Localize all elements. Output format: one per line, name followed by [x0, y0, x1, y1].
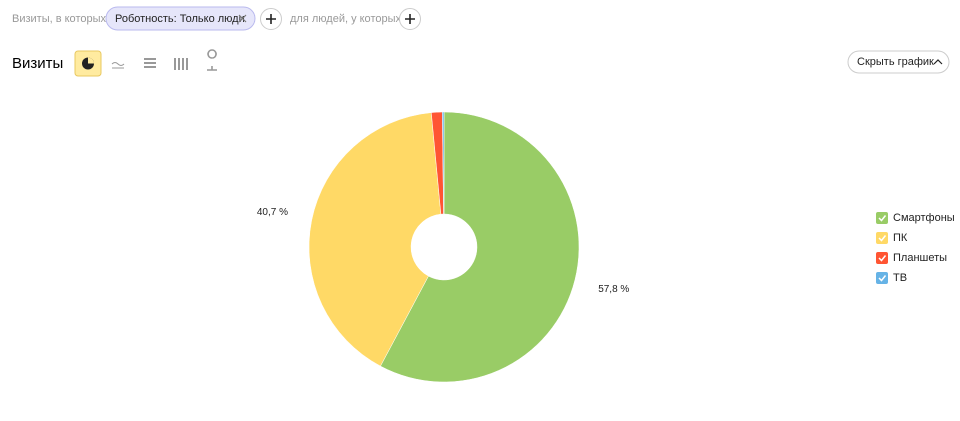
legend-item[interactable]: Смартфоны: [876, 212, 955, 224]
legend-item[interactable]: Планшеты: [876, 252, 947, 264]
legend-check: [878, 255, 887, 262]
chart-type-area[interactable]: [144, 58, 156, 68]
legend-check: [878, 215, 887, 222]
legend-item[interactable]: ПК: [876, 232, 908, 244]
filter-suffix: для людей, у которых: [290, 13, 401, 25]
chart-type-bar[interactable]: [174, 58, 188, 70]
legend-check: [878, 235, 887, 242]
chart-type-map[interactable]: [207, 49, 217, 71]
legend-checkbox: [876, 212, 888, 224]
slice-label: 40,7 %: [257, 207, 288, 218]
pie-chart: 57,8 % 40,7 % Смартфоны ПК Планшеты ТВ: [257, 111, 955, 383]
chip-close[interactable]: [238, 14, 247, 23]
chip-bg: [105, 6, 256, 31]
filter-prefix: Визиты, в которых: [12, 13, 106, 25]
legend-checkbox: [876, 272, 888, 284]
legend-label: ПК: [893, 232, 908, 244]
legend-checkbox: [876, 252, 888, 264]
legend-check: [878, 275, 887, 282]
chart-type-pie[interactable]: [74, 50, 102, 77]
filter-chip[interactable]: Роботность: Только люди: [105, 6, 256, 31]
legend-label: Смартфоны: [893, 212, 955, 224]
chart-type-line[interactable]: [111, 62, 125, 69]
slice-label: 57,8 %: [598, 284, 629, 295]
add-filter-button[interactable]: [260, 8, 282, 30]
legend-label: Планшеты: [893, 252, 947, 264]
section-title: Визиты: [12, 55, 63, 72]
add-filter-button[interactable]: [399, 8, 421, 30]
legend-label: ТВ: [893, 272, 907, 284]
pie-slice: [308, 112, 442, 367]
hide-chart-label: Скрыть график: [857, 56, 934, 68]
pie-slice: [380, 111, 580, 383]
chip-label: Роботность: Только люди: [115, 13, 245, 25]
legend-checkbox: [876, 232, 888, 244]
legend-item[interactable]: ТВ: [876, 272, 907, 284]
pie-slice: [442, 111, 445, 215]
hide-chart-button[interactable]: Скрыть график: [847, 50, 950, 74]
